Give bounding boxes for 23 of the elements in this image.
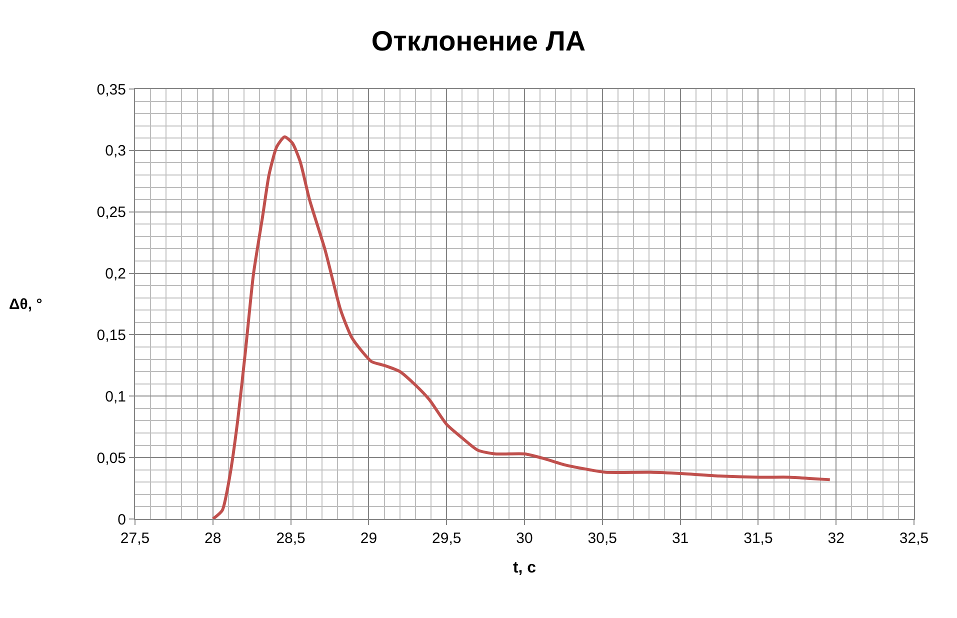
x-tick-label: 29,5 [432,530,462,547]
chart-title: Отклонение ЛА [371,26,586,56]
x-tick-label: 29 [360,530,378,547]
x-tick-label: 32,5 [899,530,929,547]
x-tick-label: 28,5 [276,530,306,547]
x-tick-label: 30,5 [588,530,617,547]
x-tick-label: 31,5 [744,530,773,547]
y-tick-label: 0,2 [105,266,126,283]
y-tick-label: 0 [118,511,126,528]
line-series [211,135,832,519]
x-tick-label: 28 [204,530,222,547]
y-tick-label: 0,35 [96,81,126,98]
x-axis-title: t, с [512,560,536,577]
x-tick-label: 30 [516,530,533,547]
y-axis-title: Δθ, ° [9,296,42,313]
y-tick-label: 0,3 [105,142,126,160]
y-tick-label: 0,1 [105,388,126,406]
y-tick-label: 0,15 [96,326,126,344]
x-tick-label: 32 [828,530,844,547]
x-tick-label: 27,5 [120,530,150,547]
x-tick-label: 31 [672,530,689,547]
y-tick-label: 0,25 [96,204,126,222]
y-tick-label: 0,05 [96,450,126,467]
